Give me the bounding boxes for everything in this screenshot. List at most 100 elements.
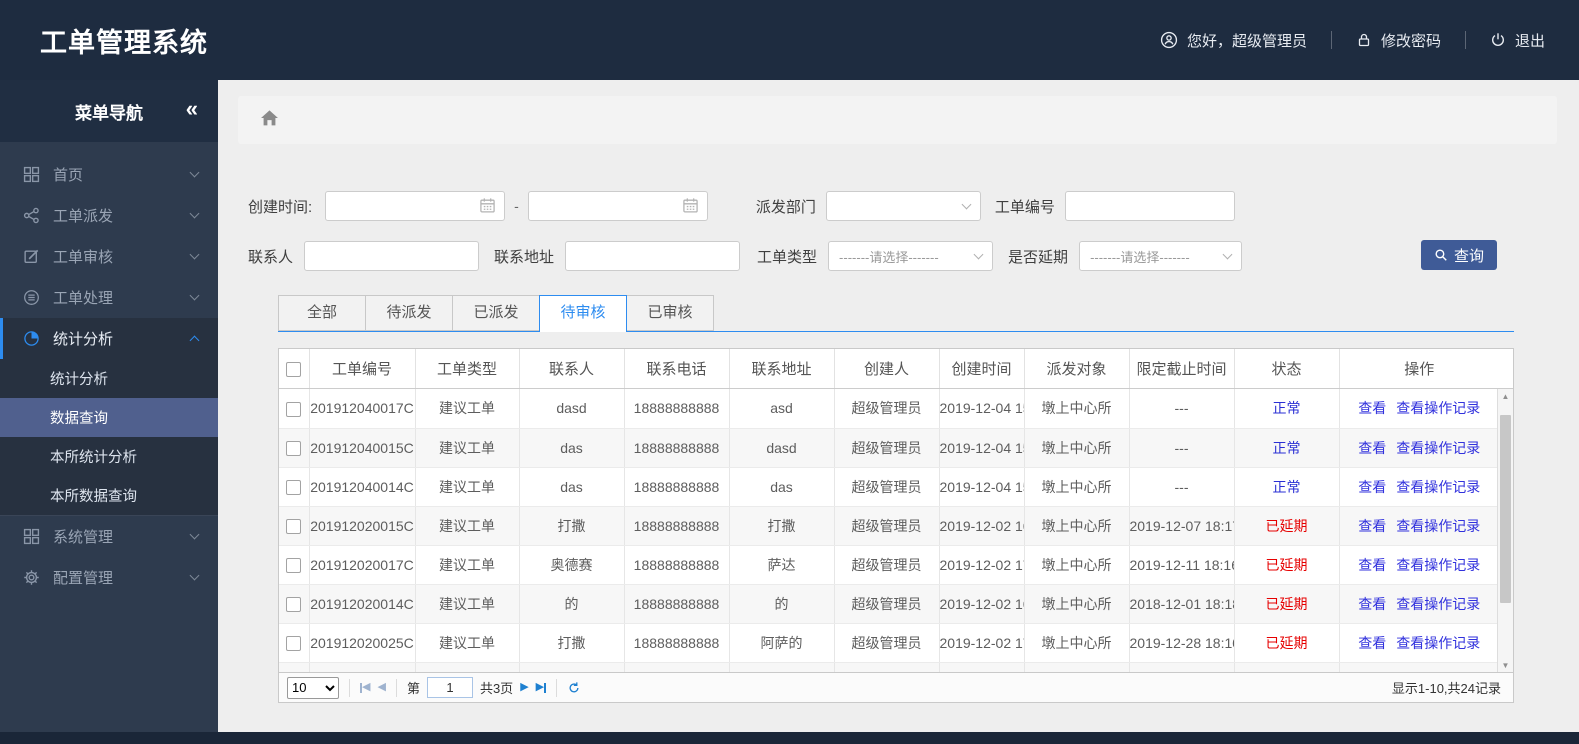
delay-select[interactable]: -------请选择------- — [1079, 241, 1243, 271]
order-type-select[interactable]: -------请选择------- — [828, 241, 994, 271]
search-icon — [1434, 248, 1448, 262]
cell-phone: 18888888888 — [624, 623, 730, 663]
search-button[interactable]: 查询 — [1421, 240, 1497, 270]
scrollbar-thumb[interactable] — [1500, 415, 1511, 603]
view-link[interactable]: 查看 — [1358, 478, 1387, 495]
col-order-type: 工单类型 — [415, 349, 520, 388]
tab-dispatched[interactable]: 已派发 — [452, 295, 540, 331]
create-time-label: 创建时间: — [248, 198, 313, 216]
sidebar-subitem-statistics-analysis[interactable]: 统计分析 — [50, 372, 108, 388]
cell-contact: das — [519, 467, 625, 507]
view-log-link[interactable]: 查看操作记录 — [1396, 634, 1481, 651]
filter-row-1: 创建时间: - 派发部门 工单编号 — [248, 190, 1235, 222]
view-log-link[interactable]: 查看操作记录 — [1396, 595, 1481, 612]
view-log-link[interactable]: 查看操作记录 — [1396, 517, 1481, 534]
sidebar-item-process[interactable]: 工单处理 — [0, 277, 218, 318]
sidebar-item-statistics[interactable]: 统计分析 — [0, 318, 218, 359]
create-time-end-input[interactable] — [527, 191, 708, 221]
view-link[interactable]: 查看 — [1358, 439, 1387, 456]
scroll-up-arrow-icon[interactable]: ▲ — [1501, 391, 1510, 401]
cell-actions: 查看 查看操作记录 — [1339, 467, 1499, 507]
sidebar-subitem-office-data-query[interactable]: 本所数据查询 — [50, 489, 137, 505]
contact-label: 联系人 — [248, 248, 294, 266]
scroll-down-arrow-icon[interactable]: ▼ — [1501, 660, 1510, 670]
table-row: 201912020017C 建议工单 奥德赛 18888888888 萨达 超级管理员 20… — [279, 545, 1499, 585]
view-link[interactable]: 查看 — [1358, 595, 1387, 612]
cell-type: 建议工单 — [415, 389, 520, 429]
cell-address: asd — [729, 389, 835, 429]
view-log-link[interactable]: 查看操作记录 — [1396, 556, 1481, 573]
view-log-link[interactable]: 查看操作记录 — [1396, 478, 1481, 495]
status-badge: 已延期 — [1265, 556, 1308, 573]
sidebar-item-system[interactable]: 系统管理 — [0, 516, 218, 557]
change-password-label: 修改密码 — [1380, 32, 1441, 50]
cell-address: 萨达 — [729, 545, 835, 585]
row-checkbox[interactable] — [286, 557, 302, 573]
cell-order_no: 201912040017C — [309, 389, 416, 429]
view-link[interactable]: 查看 — [1358, 517, 1387, 534]
contact-input[interactable] — [304, 241, 480, 271]
sidebar-item-config[interactable]: 配置管理 — [0, 557, 218, 598]
logout-button[interactable]: 退出 — [1490, 30, 1545, 51]
cell-actions: 查看 查看操作记录 — [1339, 623, 1499, 663]
row-checkbox[interactable] — [286, 440, 302, 456]
sidebar-subitem-data-query[interactable]: 数据查询 — [0, 398, 218, 437]
row-checkbox[interactable] — [286, 635, 302, 651]
table-row: 201912040015C 建议工单 das 18888888888 dasd 超级管理员… — [279, 428, 1499, 468]
sidebar-item-home[interactable]: 首页 — [0, 154, 218, 195]
row-checkbox[interactable] — [286, 518, 302, 534]
dispatch-dept-label: 派发部门 — [755, 198, 816, 216]
first-page-button[interactable]: ◀ — [360, 681, 371, 693]
view-link[interactable]: 查看 — [1358, 400, 1387, 417]
change-password-button[interactable]: 修改密码 — [1356, 30, 1441, 51]
address-input[interactable] — [565, 241, 741, 271]
table-row: 201912020015C 建议工单 打撒 18888888888 打撒 超级管理员 201… — [279, 506, 1499, 546]
view-log-link[interactable]: 查看操作记录 — [1396, 439, 1481, 456]
cell-order_no: 201912020025C — [309, 623, 416, 663]
gear-icon — [22, 569, 40, 587]
row-checkbox[interactable] — [286, 479, 302, 495]
chevron-down-icon — [189, 529, 200, 540]
tab-to-dispatch[interactable]: 待派发 — [365, 295, 453, 331]
view-link[interactable]: 查看 — [1358, 634, 1387, 651]
collapse-sidebar-icon[interactable]: « — [185, 95, 198, 121]
table-header: 工单编号 工单类型 联系人 联系电话 联系地址 创建人 创建时间 派发对象 限定… — [279, 349, 1513, 389]
tab-reviewed[interactable]: 已审核 — [626, 295, 714, 331]
page-number-input[interactable] — [426, 677, 473, 698]
home-icon[interactable] — [260, 109, 279, 132]
last-page-button[interactable]: ▶ — [535, 681, 547, 693]
row-checkbox[interactable] — [286, 401, 302, 417]
sidebar-item-dispatch[interactable]: 工单派发 — [0, 195, 218, 236]
cell-actions: 查看 查看操作记录 — [1339, 389, 1499, 429]
select-all-checkbox[interactable] — [286, 361, 302, 377]
sidebar: 菜单导航 « 首页 工单派发 — [0, 80, 218, 732]
user-greeting[interactable]: 您好，超级管理员 — [1160, 30, 1307, 51]
create-time-start-input[interactable] — [325, 191, 506, 221]
page-size-select[interactable]: 10 — [287, 676, 339, 699]
col-address: 联系地址 — [729, 349, 835, 388]
chevron-up-icon — [189, 335, 200, 346]
order-no-input[interactable] — [1064, 191, 1235, 221]
tab-to-review[interactable]: 待审核 — [539, 295, 627, 332]
col-order-no: 工单编号 — [309, 349, 416, 388]
sidebar-subitem-office-statistics[interactable]: 本所统计分析 — [50, 450, 137, 466]
cell-created — [939, 662, 1025, 673]
dispatch-dept-select[interactable] — [825, 191, 981, 221]
view-link[interactable]: 查看 — [1358, 556, 1387, 573]
next-page-button[interactable]: ▶ — [520, 681, 529, 693]
grid-icon — [22, 166, 40, 184]
view-log-link[interactable]: 查看操作记录 — [1396, 400, 1481, 417]
main-content: 创建时间: - 派发部门 工单编号 联系人 联 — [218, 80, 1579, 732]
header-actions: 您好，超级管理员 修改密码 退出 — [1160, 30, 1545, 51]
prev-page-button[interactable]: ◀ — [377, 681, 386, 693]
cell-status: 正常 — [1234, 428, 1340, 468]
cell-actions: 查看 查看操作记录 — [1339, 584, 1499, 624]
sidebar-item-review[interactable]: 工单审核 — [0, 236, 218, 277]
refresh-button[interactable] — [567, 681, 581, 695]
tab-all[interactable]: 全部 — [278, 295, 366, 331]
footer-strip — [0, 732, 1579, 744]
table-scrollbar[interactable]: ▲ ▼ — [1497, 389, 1513, 672]
row-checkbox[interactable] — [286, 596, 302, 612]
cell-target: 墩上中心所 — [1024, 506, 1130, 546]
cell-deadline: --- — [1129, 389, 1235, 429]
